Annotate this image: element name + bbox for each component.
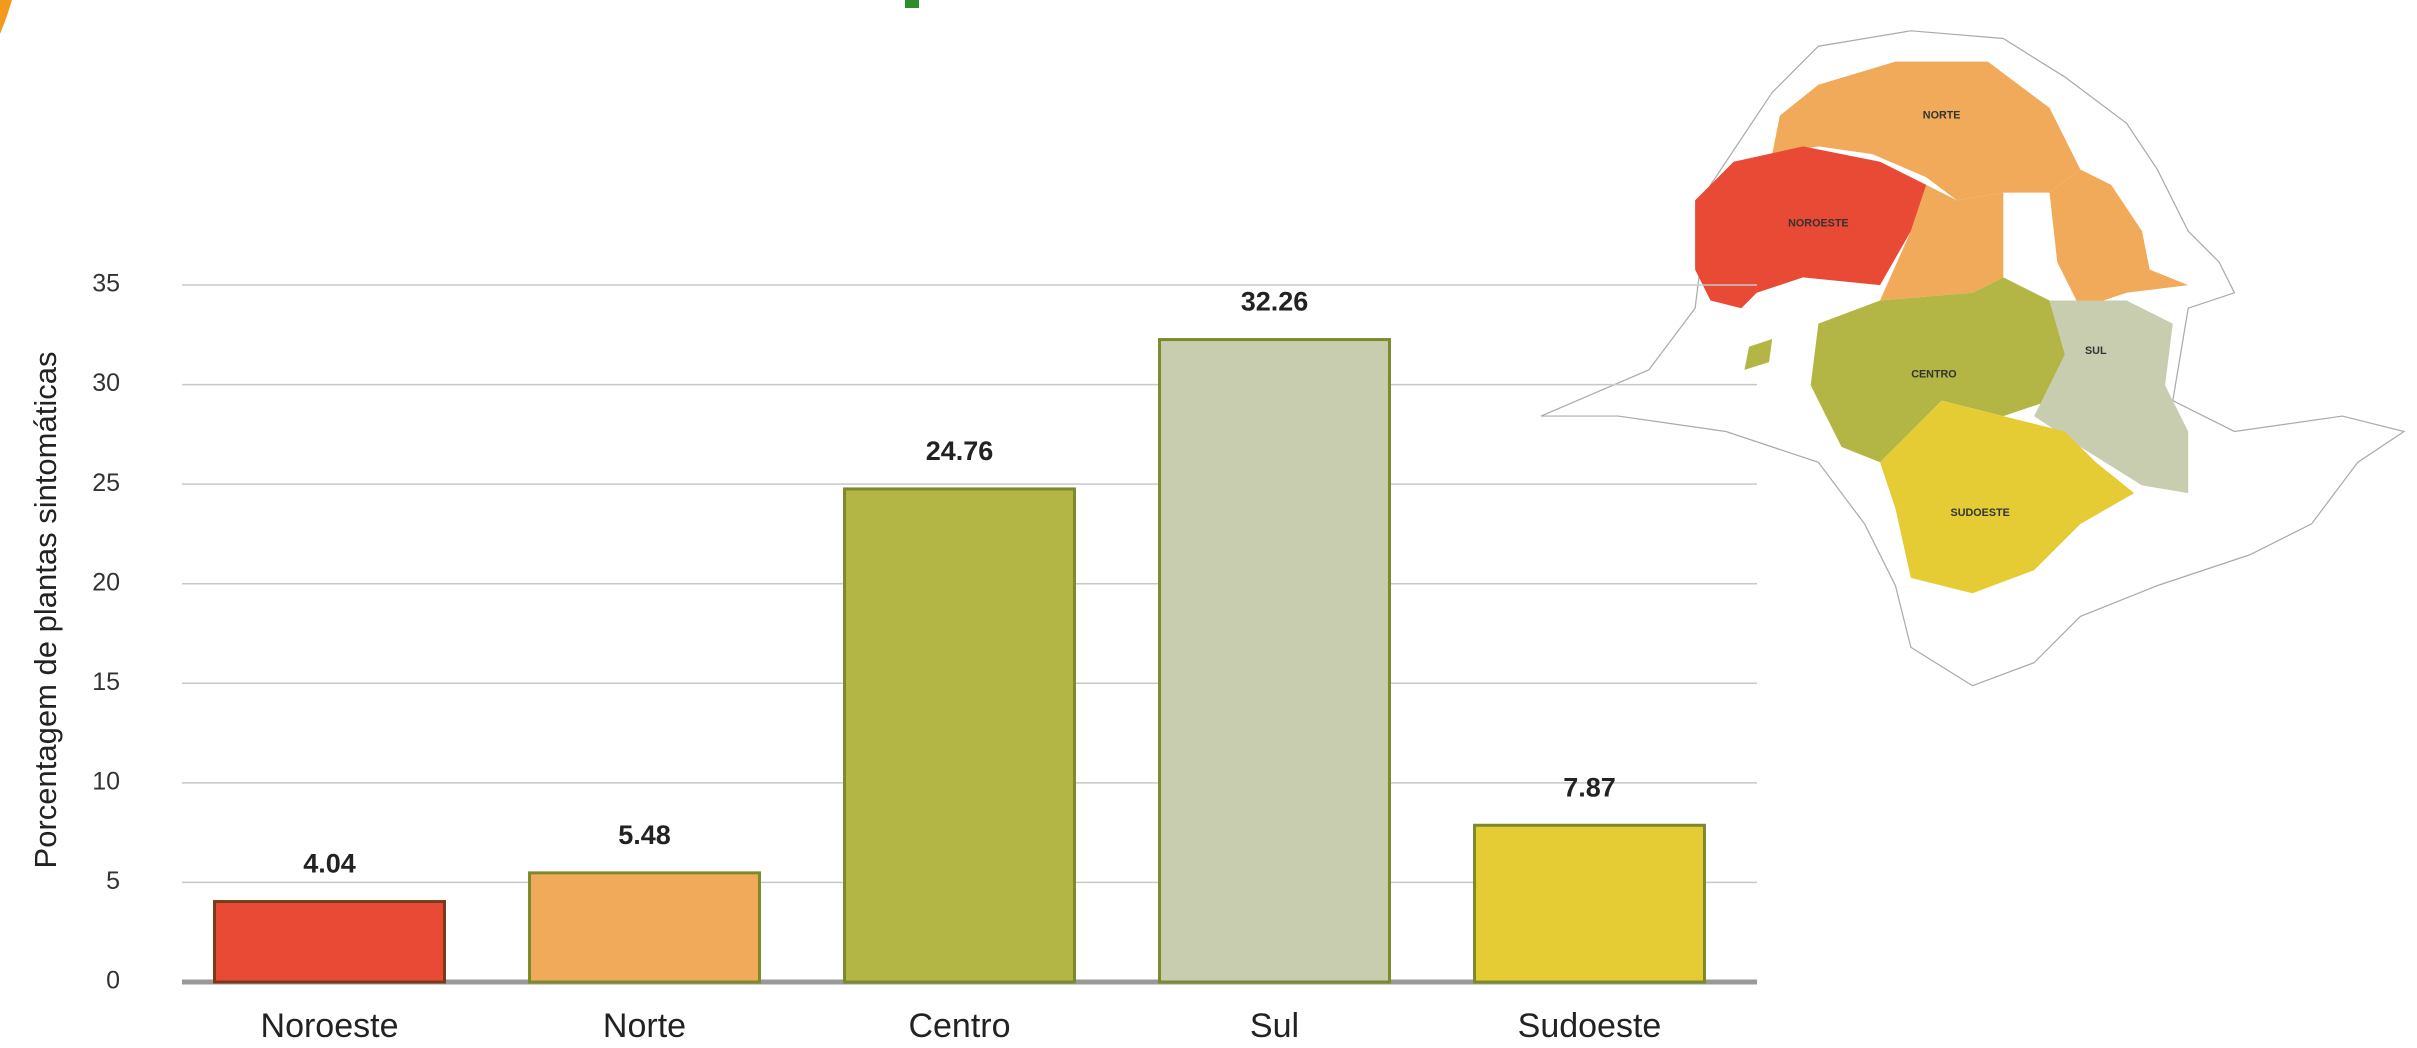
y-tick-label: 0	[106, 967, 120, 995]
map-label: NOROESTE	[1788, 217, 1848, 229]
region-noroeste	[1695, 146, 1927, 309]
region-norte	[1772, 61, 2081, 201]
x-tick-label: Norte	[603, 1007, 686, 1045]
value-label: 5.48	[618, 820, 671, 850]
bar	[528, 871, 761, 984]
region-centro	[1810, 277, 2065, 463]
y-tick-label: 10	[92, 767, 120, 795]
map-label: SUDOESTE	[1951, 507, 2010, 519]
region-sul	[2034, 300, 2189, 494]
region-centro	[1744, 339, 1773, 370]
value-label: 24.76	[926, 436, 994, 466]
map-label: SUL	[2085, 345, 2107, 357]
value-label: 32.26	[1241, 287, 1309, 317]
value-label: 4.04	[303, 849, 356, 879]
x-tick-label: Sul	[1250, 1007, 1299, 1045]
y-axis-label: Porcentagem de plantas sintomáticas	[28, 352, 63, 869]
y-tick-label: 30	[92, 369, 120, 397]
map: NORTE NOROESTE CENTRO SUL SUDOESTE	[1540, 30, 2406, 687]
y-tick-label: 15	[92, 668, 120, 696]
y-tick-label: 35	[92, 270, 120, 298]
corner-decoration	[0, 0, 12, 34]
x-tick-label: Noroeste	[261, 1007, 399, 1045]
bar	[1158, 338, 1391, 984]
region-norte	[2049, 169, 2189, 309]
region-sudoeste	[1880, 400, 2135, 594]
top-decoration	[905, 0, 919, 8]
y-tick-label: 5	[106, 867, 120, 895]
y-tick-label: 25	[92, 469, 120, 497]
y-tick-label: 20	[92, 568, 120, 596]
x-tick-label: Sudoeste	[1518, 1007, 1662, 1045]
map-label: NORTE	[1923, 109, 1961, 121]
region-norte	[1880, 184, 2004, 301]
map-label: CENTRO	[1911, 368, 1956, 380]
value-label: 7.87	[1563, 772, 1616, 802]
bar	[1473, 823, 1706, 984]
x-tick-label: Centro	[908, 1007, 1010, 1045]
bar	[213, 900, 446, 984]
bar	[843, 487, 1076, 984]
